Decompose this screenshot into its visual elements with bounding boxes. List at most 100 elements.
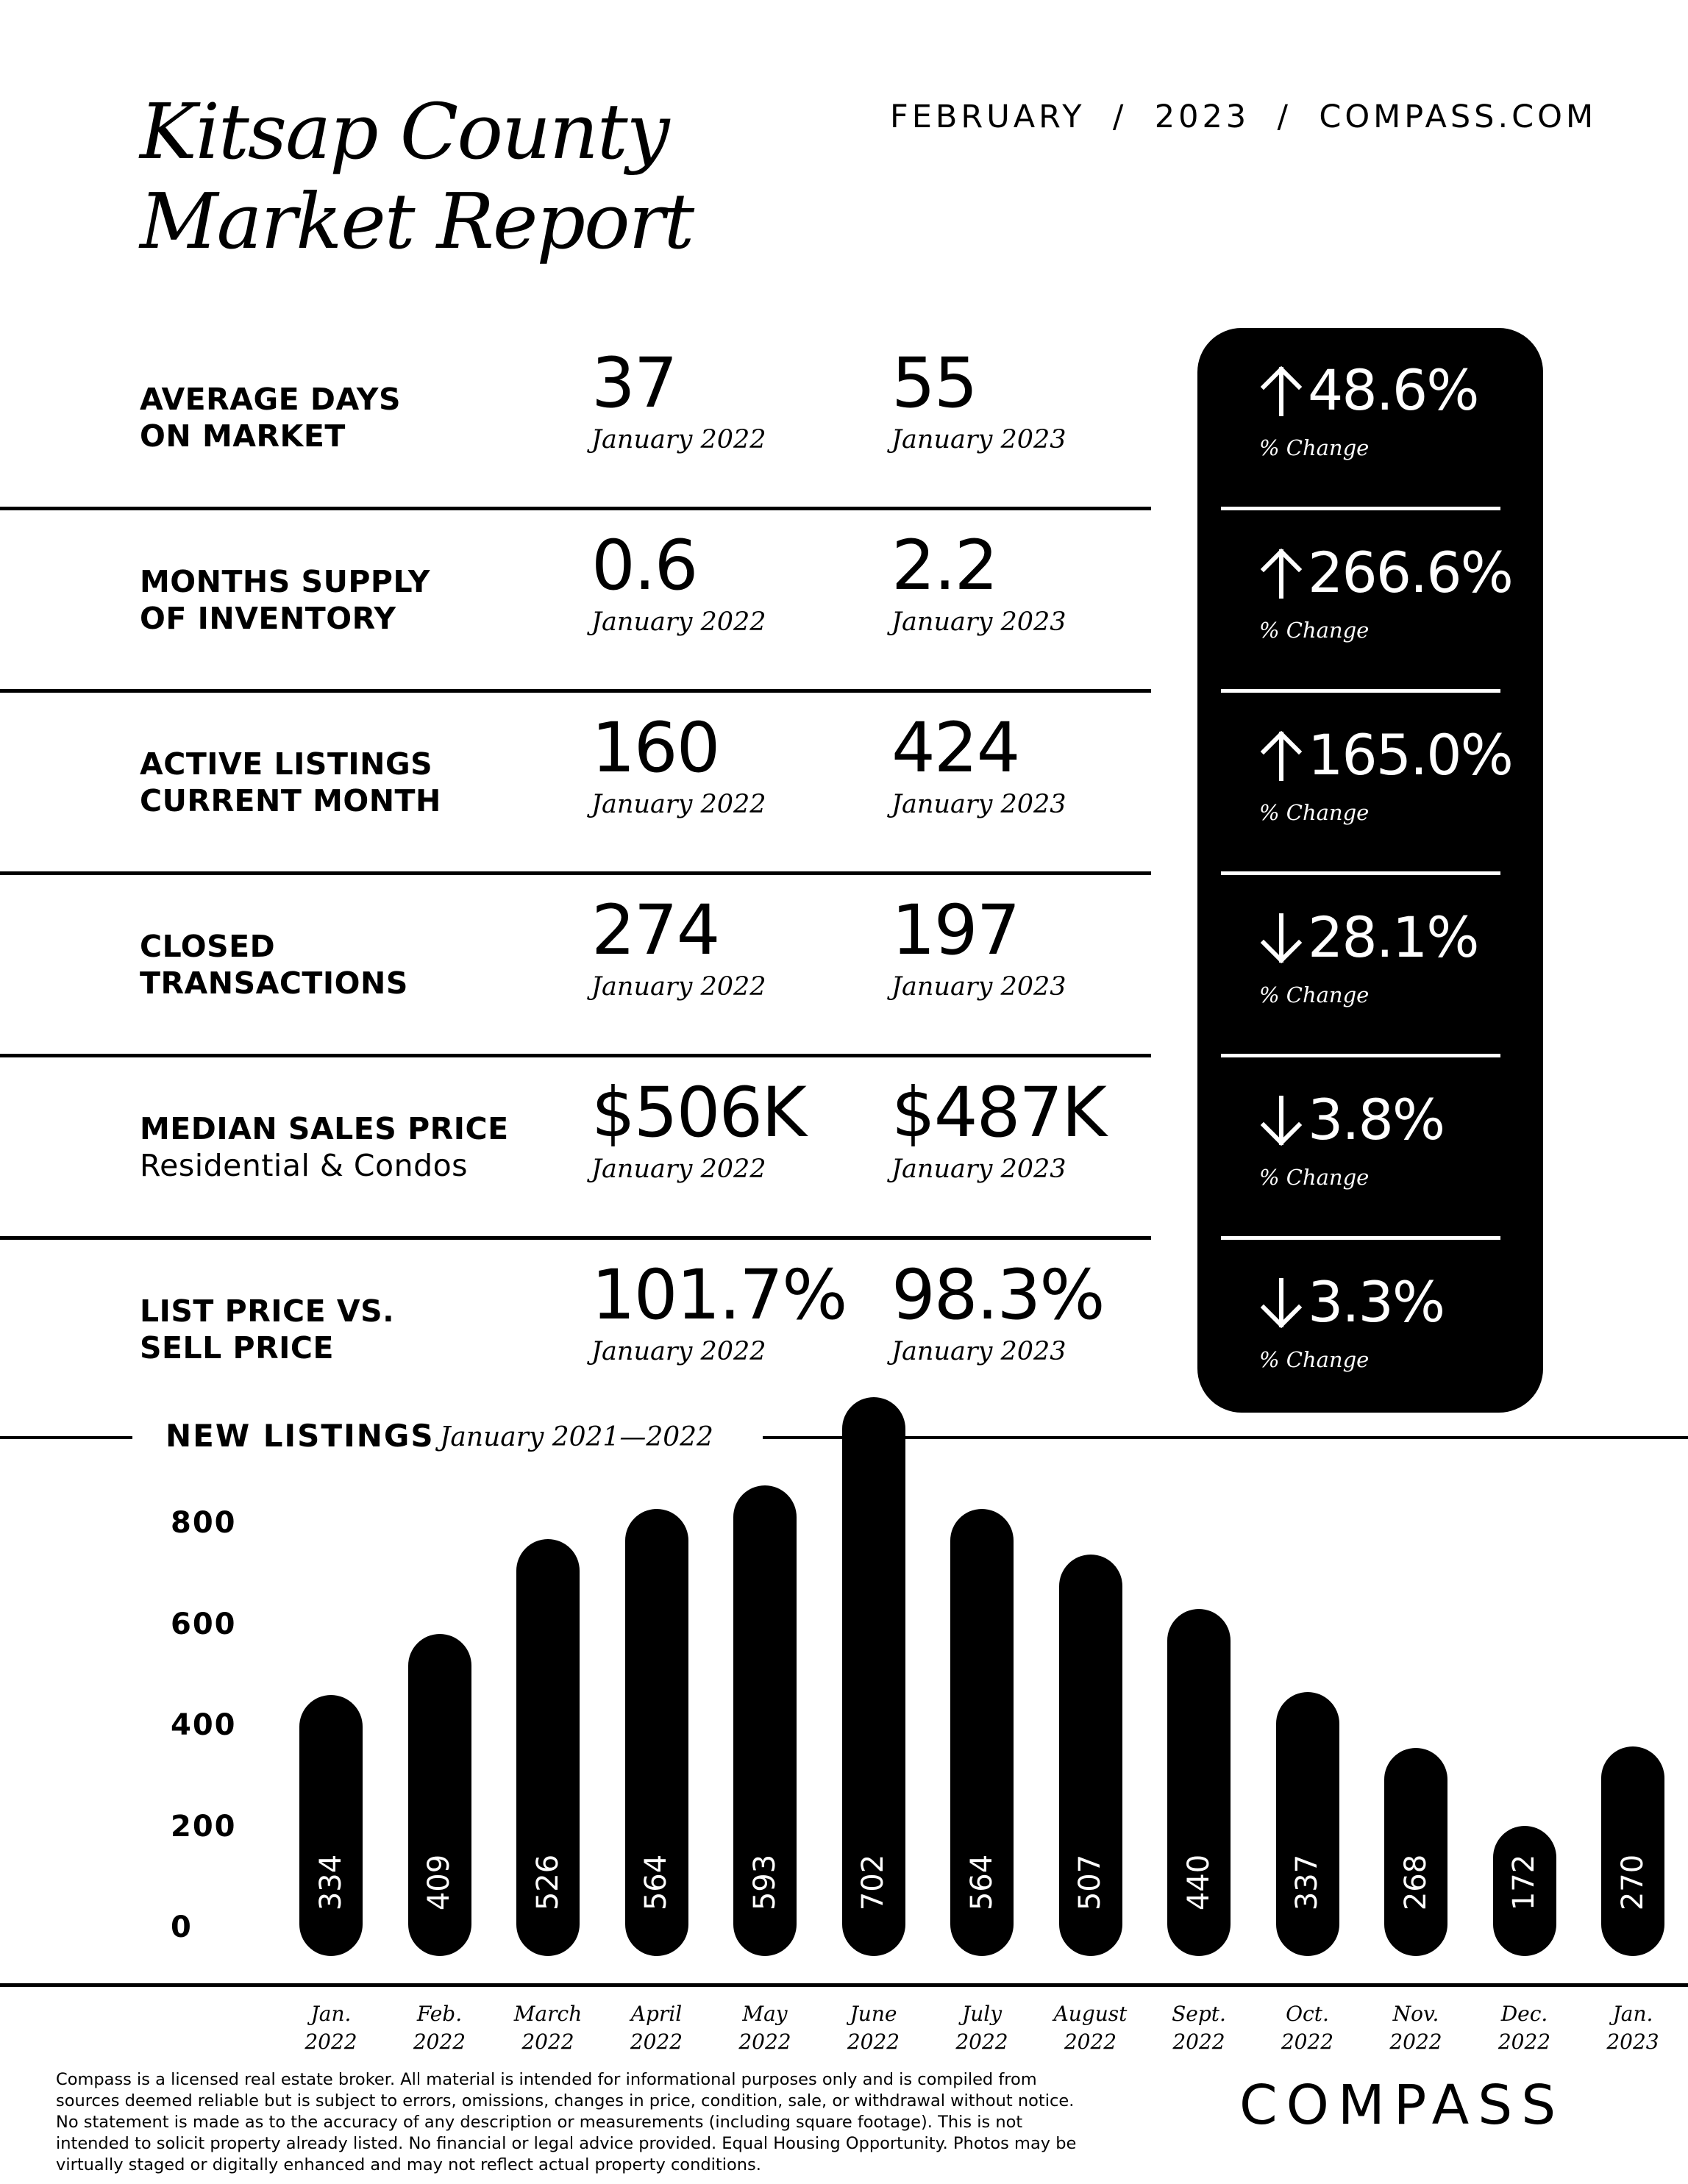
arrow-up-icon — [1259, 548, 1303, 599]
bar-value-label: 564 — [964, 1854, 999, 1911]
change-cell: 3.3% % Change — [1197, 1240, 1543, 1422]
metric-row: MONTHS SUPPLY OF INVENTORY 0.6 January 2022… — [0, 510, 1151, 693]
change-cell: 48.6% % Change — [1197, 328, 1543, 510]
panel-divider — [1221, 507, 1500, 510]
value-2023: 424 — [891, 708, 1020, 788]
percent-change-label: % Change — [1259, 982, 1370, 1007]
row-divider — [0, 1236, 1151, 1240]
change-cell: 28.1% % Change — [1197, 875, 1543, 1057]
x-tick-label: Feb. 2022 — [413, 2002, 466, 2054]
percent-change: 165.0% — [1308, 722, 1514, 788]
percent-change: 3.3% — [1308, 1269, 1445, 1335]
percent-change-label: % Change — [1259, 1347, 1370, 1372]
compass-logo: COMPASS — [1239, 2074, 1565, 2137]
period-2022: January 2022 — [591, 607, 766, 637]
bar: 526 — [516, 1539, 580, 1956]
y-tick-label: 0 — [171, 1910, 193, 1944]
x-tick-label: April 2022 — [630, 2002, 683, 2054]
metric-label-line-2: OF INVENTORY — [140, 601, 396, 636]
metric-label-line-2: CURRENT MONTH — [140, 783, 441, 818]
x-tick-label: Sept. 2022 — [1172, 2002, 1226, 2054]
x-tick-label: March 2022 — [513, 2002, 583, 2054]
panel-divider — [1221, 689, 1500, 693]
title-line-1: Kitsap County — [140, 87, 669, 176]
row-divider — [0, 871, 1151, 875]
x-tick-label: Dec. 2022 — [1498, 2002, 1551, 2054]
row-divider — [0, 689, 1151, 693]
bar: 593 — [733, 1485, 797, 1956]
x-tick-label: Jan. 2022 — [305, 2002, 357, 2054]
x-tick-label: Oct. 2022 — [1281, 2002, 1334, 2054]
metric-label-line-2: TRANSACTIONS — [140, 966, 408, 1001]
chart-subtitle: January 2021—2022 — [440, 1422, 713, 1452]
bar: 564 — [950, 1508, 1014, 1956]
metric-label-line-1: CLOSED — [140, 929, 276, 964]
row-divider — [0, 1054, 1151, 1057]
value-2022: 37 — [591, 343, 678, 424]
x-tick-label: July 2022 — [955, 2002, 1008, 2054]
metric-label-line-1: MONTHS SUPPLY — [140, 564, 430, 599]
percent-change: 48.6% — [1308, 357, 1479, 423]
bar: 270 — [1601, 1746, 1664, 1956]
period-2023: January 2023 — [891, 607, 1066, 637]
chart-title: NEW LISTINGS — [165, 1418, 435, 1454]
metric-label-line-2: Residential & Condos — [140, 1148, 469, 1183]
metric-label-line-2: ON MARKET — [140, 418, 346, 454]
bar-value-label: 334 — [313, 1854, 348, 1911]
bar: 440 — [1167, 1609, 1231, 1956]
metric-label-line-2: SELL PRICE — [140, 1330, 335, 1366]
period-2022: January 2022 — [591, 972, 766, 1002]
percent-change-label: % Change — [1259, 1165, 1370, 1190]
arrow-up-icon — [1259, 365, 1303, 417]
bar-value-label: 268 — [1398, 1854, 1433, 1911]
percent-change-label: % Change — [1259, 618, 1370, 643]
value-2023: 197 — [891, 891, 1020, 971]
y-tick-label: 600 — [171, 1607, 237, 1641]
percent-change: 3.8% — [1308, 1087, 1445, 1152]
value-2023: 55 — [891, 343, 978, 424]
value-2023: 2.2 — [891, 526, 998, 606]
y-tick-label: 400 — [171, 1708, 237, 1742]
section-divider-right — [763, 1436, 1688, 1439]
metric-label: AVERAGE DAYS ON MARKET — [140, 381, 401, 454]
period-2023: January 2023 — [891, 790, 1066, 819]
panel-divider — [1221, 1236, 1500, 1240]
percent-change-label: % Change — [1259, 435, 1370, 460]
bar: 337 — [1275, 1692, 1339, 1956]
metric-label: LIST PRICE VS. SELL PRICE — [140, 1293, 394, 1366]
bar: 334 — [299, 1694, 363, 1956]
bar: 564 — [624, 1508, 688, 1956]
arrow-down-icon — [1259, 1095, 1303, 1146]
value-2022: 160 — [591, 708, 720, 788]
bar: 702 — [841, 1396, 905, 1956]
period-2023: January 2023 — [891, 425, 1066, 454]
bar-value-label: 270 — [1615, 1854, 1650, 1911]
bar-value-label: 172 — [1507, 1854, 1542, 1911]
value-2022: 0.6 — [591, 526, 698, 606]
metric-row: AVERAGE DAYS ON MARKET 37 January 2022 55 Jan… — [0, 328, 1151, 510]
period-2022: January 2022 — [591, 425, 766, 454]
bar-value-label: 507 — [1073, 1854, 1108, 1911]
metric-row: LIST PRICE VS. SELL PRICE 101.7% January 20… — [0, 1240, 1151, 1422]
metric-label: MONTHS SUPPLY OF INVENTORY — [140, 563, 430, 637]
percent-change: 266.6% — [1308, 540, 1514, 605]
x-tick-label: Jan. 2023 — [1606, 2002, 1659, 2054]
panel-divider — [1221, 1054, 1500, 1057]
arrow-down-icon — [1259, 1277, 1303, 1329]
panel-divider — [1221, 871, 1500, 875]
bar: 409 — [407, 1634, 471, 1956]
metric-label: MEDIAN SALES PRICE Residential & Condos — [140, 1110, 509, 1184]
report-title: Kitsap County Market Report — [140, 87, 694, 266]
period-2022: January 2022 — [591, 1155, 766, 1184]
bar: 172 — [1492, 1825, 1556, 1956]
metric-label-line-1: ACTIVE LISTINGS — [140, 746, 433, 782]
value-2023: $487K — [891, 1073, 1107, 1153]
change-cell: 165.0% % Change — [1197, 693, 1543, 875]
x-tick-label: May 2022 — [738, 2002, 791, 2054]
bar-value-label: 337 — [1290, 1854, 1325, 1911]
y-tick-label: 200 — [171, 1809, 237, 1844]
metric-label-line-1: LIST PRICE VS. — [140, 1293, 395, 1329]
bar-value-label: 440 — [1181, 1854, 1216, 1911]
period-2022: January 2022 — [591, 1337, 766, 1366]
metric-row: CLOSED TRANSACTIONS 274 January 2022 197 Janu… — [0, 875, 1151, 1057]
